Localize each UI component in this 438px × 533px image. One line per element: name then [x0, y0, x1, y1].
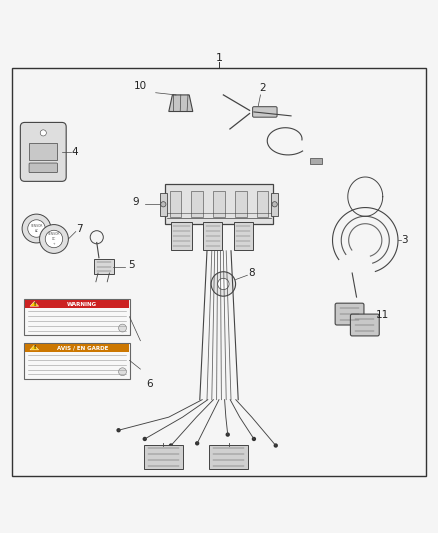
FancyBboxPatch shape	[29, 163, 57, 173]
Circle shape	[226, 432, 230, 437]
FancyBboxPatch shape	[20, 123, 66, 181]
FancyBboxPatch shape	[170, 191, 181, 217]
Text: AVIS / EN GARDE: AVIS / EN GARDE	[57, 345, 108, 350]
Circle shape	[161, 201, 166, 207]
Polygon shape	[169, 95, 193, 111]
Circle shape	[169, 443, 173, 448]
FancyBboxPatch shape	[234, 222, 253, 251]
Text: !: !	[33, 302, 35, 306]
FancyBboxPatch shape	[25, 300, 130, 308]
FancyBboxPatch shape	[29, 143, 57, 160]
Text: !: !	[33, 345, 35, 350]
Text: SENSOR
AC: SENSOR AC	[30, 224, 42, 233]
Text: 5: 5	[128, 260, 135, 270]
Polygon shape	[30, 302, 39, 306]
FancyBboxPatch shape	[144, 445, 183, 469]
FancyBboxPatch shape	[24, 343, 131, 379]
Circle shape	[40, 130, 46, 136]
FancyBboxPatch shape	[335, 303, 364, 325]
Circle shape	[119, 324, 127, 332]
Circle shape	[211, 272, 236, 296]
Circle shape	[143, 437, 147, 441]
Text: SENSOR
DC
+: SENSOR DC +	[48, 232, 60, 246]
Text: 4: 4	[71, 147, 78, 157]
FancyBboxPatch shape	[350, 314, 379, 336]
FancyBboxPatch shape	[203, 222, 223, 251]
FancyBboxPatch shape	[170, 222, 192, 251]
Circle shape	[195, 441, 199, 446]
Circle shape	[22, 214, 51, 243]
Text: 10: 10	[134, 80, 147, 91]
Polygon shape	[30, 345, 39, 350]
FancyBboxPatch shape	[94, 259, 114, 274]
Circle shape	[272, 201, 277, 207]
Circle shape	[119, 368, 127, 376]
FancyBboxPatch shape	[271, 193, 279, 216]
Text: 8: 8	[248, 268, 255, 278]
Circle shape	[218, 278, 229, 289]
Circle shape	[274, 443, 278, 448]
Circle shape	[39, 224, 68, 253]
Circle shape	[252, 437, 256, 441]
FancyBboxPatch shape	[235, 191, 247, 217]
Text: 11: 11	[376, 310, 389, 319]
FancyBboxPatch shape	[25, 344, 130, 352]
Text: 6: 6	[146, 379, 152, 390]
FancyBboxPatch shape	[165, 184, 273, 224]
Text: WARNING: WARNING	[67, 302, 97, 306]
Text: 9: 9	[133, 197, 139, 207]
FancyBboxPatch shape	[257, 191, 268, 217]
FancyBboxPatch shape	[253, 107, 277, 117]
Text: 1: 1	[215, 53, 223, 63]
Circle shape	[28, 220, 45, 237]
Text: 3: 3	[401, 235, 408, 245]
Circle shape	[117, 428, 121, 432]
FancyBboxPatch shape	[24, 299, 131, 335]
FancyBboxPatch shape	[310, 158, 322, 164]
Circle shape	[45, 230, 63, 248]
FancyBboxPatch shape	[209, 445, 248, 469]
FancyBboxPatch shape	[213, 191, 225, 217]
Text: 7: 7	[76, 224, 83, 235]
Text: 2: 2	[259, 83, 266, 93]
FancyBboxPatch shape	[159, 193, 167, 216]
FancyBboxPatch shape	[191, 191, 203, 217]
